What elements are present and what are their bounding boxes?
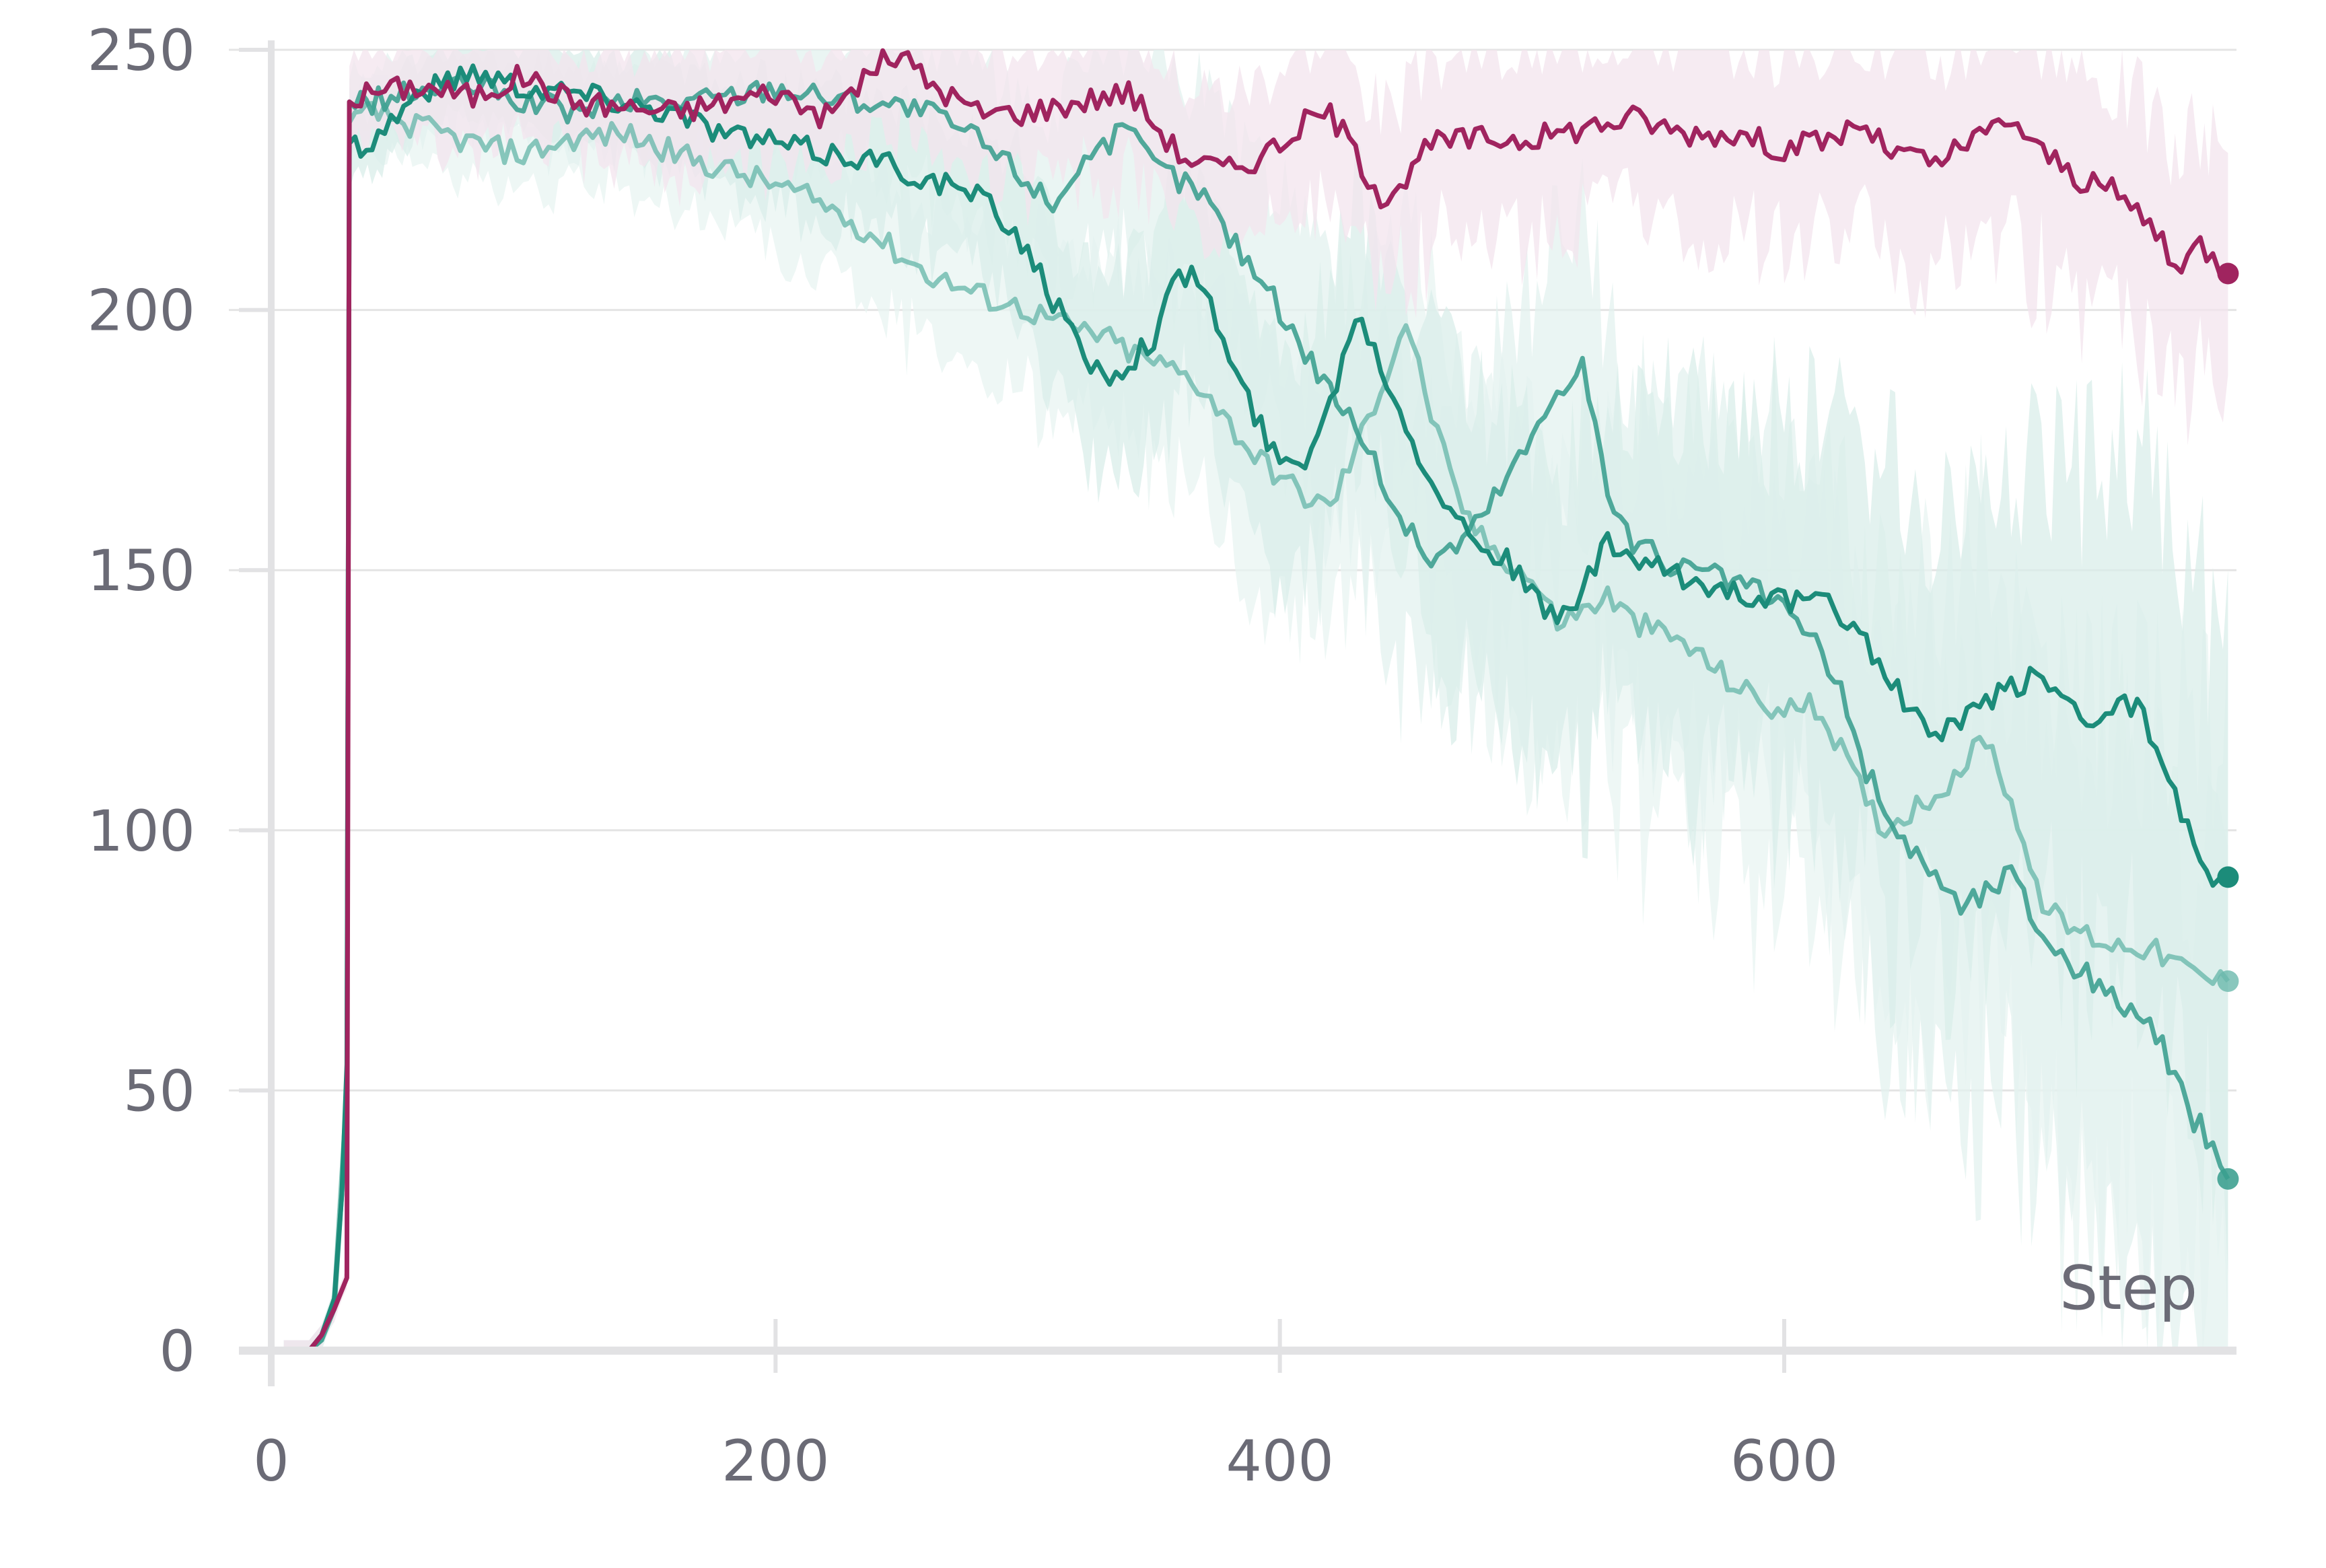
y-tick-label: 250 — [87, 17, 195, 83]
axes — [239, 40, 2236, 1386]
variance-bands — [283, 50, 2228, 1351]
y-tick-label: 50 — [123, 1058, 195, 1124]
y-tick-label: 100 — [87, 798, 195, 864]
y-tick-label: 200 — [87, 278, 195, 344]
series-line — [283, 63, 2228, 1353]
tick-labels: 0 50 100 150 200 250 0 200 400 600 — [87, 17, 1839, 1494]
x-tick-label: 200 — [721, 1428, 829, 1494]
y-tick-label: 0 — [160, 1318, 195, 1384]
x-tick-label: 600 — [1730, 1428, 1838, 1494]
x-tick-label: 0 — [253, 1428, 289, 1494]
series-endpoint-marker — [2217, 1168, 2239, 1190]
series-endpoint-marker — [2217, 262, 2239, 285]
series-lines — [283, 48, 2239, 1353]
y-tick-label: 150 — [87, 538, 195, 604]
series-endpoint-marker — [2217, 970, 2239, 993]
series-band — [283, 50, 2228, 1351]
series-band — [283, 50, 2228, 1351]
series-line — [283, 48, 2229, 1353]
x-tick-label: 400 — [1226, 1428, 1333, 1494]
x-axis-label: Step — [2059, 1253, 2197, 1324]
series-line — [283, 101, 2230, 1353]
series-endpoint-marker — [2217, 866, 2239, 888]
